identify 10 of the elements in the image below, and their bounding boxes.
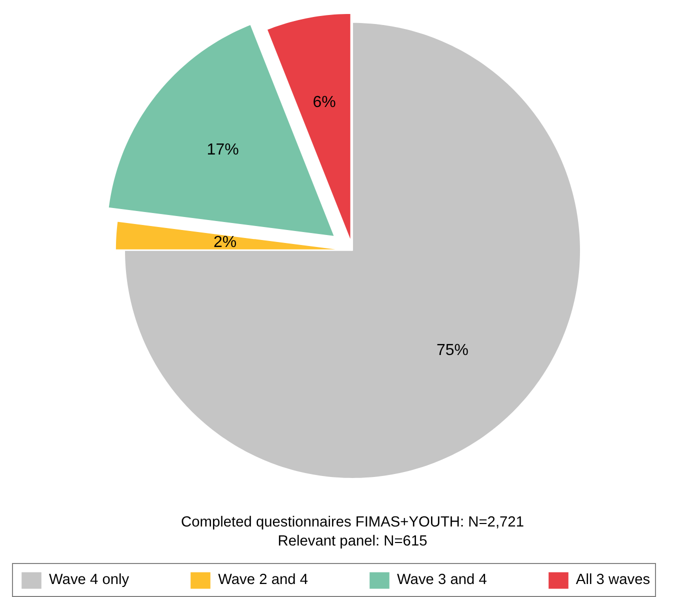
data-label: 6% <box>312 94 336 112</box>
legend-label: All 3 waves <box>576 572 650 588</box>
text: Relevant panel: N=615 <box>278 533 428 550</box>
legend-label: Wave 2 and 4 <box>218 572 308 588</box>
legend-label: Wave 4 only <box>49 572 130 588</box>
text: Completed questionnaires FIMAS+YOUTH: N=2,721 <box>181 514 524 530</box>
data-label: 2% <box>214 234 237 251</box>
legend-label: Wave 3 and 4 <box>397 572 487 588</box>
data-label: 17% <box>206 141 239 158</box>
data-label: 75% <box>436 342 468 359</box>
